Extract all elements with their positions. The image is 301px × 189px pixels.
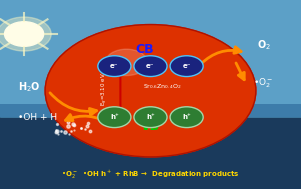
Text: e⁻: e⁻ bbox=[146, 63, 155, 69]
Text: •O$_2^-$  •OH h$^+$ + RhB →  Degradation products: •O$_2^-$ •OH h$^+$ + RhB → Degradation p… bbox=[61, 169, 240, 181]
Circle shape bbox=[98, 107, 131, 128]
Text: H$_2$O: H$_2$O bbox=[18, 80, 41, 94]
Circle shape bbox=[60, 31, 245, 147]
Circle shape bbox=[103, 48, 215, 119]
Circle shape bbox=[107, 50, 212, 116]
Text: •O$_2^-$: •O$_2^-$ bbox=[253, 76, 273, 90]
Circle shape bbox=[62, 32, 244, 146]
Circle shape bbox=[77, 38, 233, 136]
Circle shape bbox=[45, 25, 256, 157]
Circle shape bbox=[51, 27, 251, 153]
Circle shape bbox=[105, 49, 214, 118]
Circle shape bbox=[170, 107, 203, 128]
Circle shape bbox=[81, 40, 230, 133]
Circle shape bbox=[75, 37, 235, 137]
Circle shape bbox=[101, 47, 217, 120]
FancyBboxPatch shape bbox=[0, 117, 301, 189]
Text: E$_g$=3.10 eV: E$_g$=3.10 eV bbox=[100, 72, 110, 106]
Circle shape bbox=[49, 26, 253, 154]
Circle shape bbox=[92, 44, 223, 126]
Circle shape bbox=[58, 30, 247, 149]
Circle shape bbox=[45, 25, 256, 157]
Circle shape bbox=[69, 34, 239, 141]
Circle shape bbox=[134, 56, 167, 77]
Circle shape bbox=[88, 42, 226, 129]
Circle shape bbox=[90, 43, 224, 127]
Text: O$_2$: O$_2$ bbox=[257, 38, 271, 52]
Circle shape bbox=[134, 107, 167, 128]
Text: h⁺: h⁺ bbox=[110, 114, 119, 120]
Circle shape bbox=[94, 45, 221, 125]
Text: •OH + H: •OH + H bbox=[18, 113, 57, 122]
Text: e⁻: e⁻ bbox=[110, 63, 119, 69]
Circle shape bbox=[98, 46, 218, 122]
Circle shape bbox=[98, 56, 131, 77]
Circle shape bbox=[85, 41, 227, 130]
Text: h⁺: h⁺ bbox=[146, 114, 155, 120]
Circle shape bbox=[170, 56, 203, 77]
FancyBboxPatch shape bbox=[0, 0, 301, 104]
Circle shape bbox=[96, 46, 220, 123]
Text: h⁺: h⁺ bbox=[182, 114, 191, 120]
Circle shape bbox=[56, 29, 248, 150]
Circle shape bbox=[71, 35, 238, 140]
Text: VB: VB bbox=[141, 120, 160, 133]
Circle shape bbox=[73, 36, 236, 139]
Circle shape bbox=[0, 17, 51, 51]
Circle shape bbox=[83, 40, 229, 132]
Text: e⁻: e⁻ bbox=[182, 63, 191, 69]
Circle shape bbox=[47, 26, 254, 156]
Circle shape bbox=[64, 33, 242, 144]
Circle shape bbox=[54, 28, 250, 151]
Circle shape bbox=[67, 33, 241, 143]
Text: CB: CB bbox=[135, 43, 154, 56]
Text: Sr$_{0.6}$Zn$_{0.4}$O$_2$: Sr$_{0.6}$Zn$_{0.4}$O$_2$ bbox=[143, 82, 182, 91]
Circle shape bbox=[105, 49, 147, 76]
Circle shape bbox=[5, 22, 44, 46]
Circle shape bbox=[79, 39, 232, 134]
